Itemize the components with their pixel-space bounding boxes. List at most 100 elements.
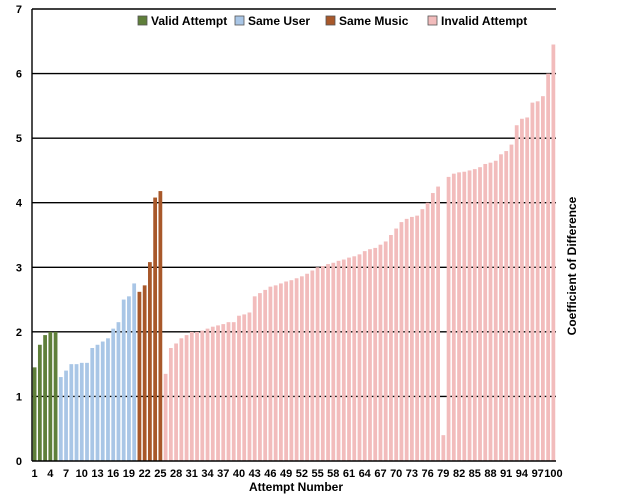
y-tick-labels: 0 1 2 3 4 5 6 7 (16, 4, 23, 468)
axes (31, 9, 556, 462)
x-tick-label: 64 (359, 468, 372, 480)
x-tick-label: 97 (532, 468, 544, 480)
x-tick-label: 43 (249, 468, 261, 480)
legend-swatch (325, 15, 336, 26)
bar (530, 102, 535, 461)
x-tick-label: 7 (63, 468, 69, 480)
bar (467, 170, 472, 461)
x-tick-label: 37 (217, 468, 229, 480)
bar (320, 265, 325, 461)
bar (436, 186, 440, 461)
bar (525, 117, 530, 461)
bar (315, 267, 320, 461)
legend-label: Same Music (339, 14, 409, 28)
y-tick-label: 0 (16, 456, 22, 468)
bar (90, 348, 95, 461)
bar (127, 296, 131, 461)
x-tick-label: 85 (469, 468, 481, 480)
bar (184, 335, 189, 461)
bar (514, 125, 519, 461)
x-tick-label: 25 (154, 468, 166, 480)
bar (216, 325, 220, 461)
bar (153, 197, 158, 462)
x-tick-label: 70 (390, 468, 402, 480)
bar (425, 202, 430, 461)
bar (195, 331, 199, 461)
bar (189, 331, 194, 461)
bar (116, 322, 121, 461)
bar (488, 162, 493, 461)
bar (226, 322, 231, 461)
bar (499, 154, 503, 462)
bar (326, 264, 330, 461)
x-tick-label: 52 (296, 468, 308, 480)
bar (142, 285, 147, 461)
legend-swatch (234, 15, 245, 26)
bar (415, 215, 420, 461)
bar (478, 167, 482, 461)
bar (242, 314, 247, 461)
bar (389, 235, 393, 461)
bar (69, 364, 74, 461)
x-tick-label: 19 (123, 468, 135, 480)
bar (331, 262, 336, 461)
bar (111, 328, 116, 461)
bar (258, 293, 262, 461)
x-tick-label: 46 (264, 468, 276, 480)
bar (509, 144, 514, 461)
x-tick-label: 10 (76, 468, 88, 480)
bar (74, 364, 79, 461)
x-tick-label: 16 (107, 468, 119, 480)
bar (43, 335, 47, 461)
bar (368, 249, 372, 461)
x-tick-labels: 1 4 7 10 13 16 19 22 25 28 31 34 37 40 43 46 49 52 55 58 61 6… (32, 468, 563, 480)
y-tick-label: 2 (16, 327, 22, 339)
x-tick-label: 73 (406, 468, 418, 480)
gridlines (32, 8, 556, 398)
x-tick-label: 91 (500, 468, 512, 480)
legend-swatch (137, 15, 148, 26)
bar (174, 343, 178, 461)
y-tick-label: 7 (16, 4, 22, 16)
x-tick-label: 49 (280, 468, 292, 480)
bar (263, 289, 268, 461)
bar (37, 344, 42, 461)
y-tick-label: 3 (16, 262, 22, 274)
x-tick-label: 67 (374, 468, 386, 480)
x-tick-label: 55 (311, 468, 323, 480)
bar (378, 244, 383, 461)
bar (158, 191, 163, 461)
bar (394, 228, 399, 461)
legend-label: Same User (248, 14, 310, 28)
x-tick-label: 28 (170, 468, 182, 480)
bar (79, 362, 84, 461)
x-tick-label: 79 (437, 468, 449, 480)
bar (404, 218, 409, 461)
bar (289, 280, 294, 461)
bar (373, 247, 378, 461)
y-tick-label: 5 (16, 133, 22, 145)
bar (446, 176, 451, 461)
bar (179, 338, 184, 461)
y-tick-label: 1 (16, 391, 22, 403)
bar (100, 341, 105, 461)
bar (53, 331, 58, 461)
bar (121, 299, 126, 461)
y-axis-title: Coefficient of Difference (565, 196, 579, 335)
bar (399, 222, 404, 461)
bar (347, 257, 351, 461)
bar (247, 312, 252, 461)
bar (441, 435, 446, 461)
bar (357, 254, 362, 461)
legend-label: Invalid Attempt (441, 14, 527, 28)
bar (336, 260, 341, 461)
x-tick-label: 4 (47, 468, 54, 480)
x-tick-label: 13 (91, 468, 103, 480)
bar (221, 324, 226, 461)
bar (383, 241, 388, 461)
x-tick-label: 31 (186, 468, 198, 480)
bar (284, 281, 289, 461)
bar (163, 373, 168, 461)
x-tick-label: 88 (484, 468, 496, 480)
bar (520, 118, 524, 462)
